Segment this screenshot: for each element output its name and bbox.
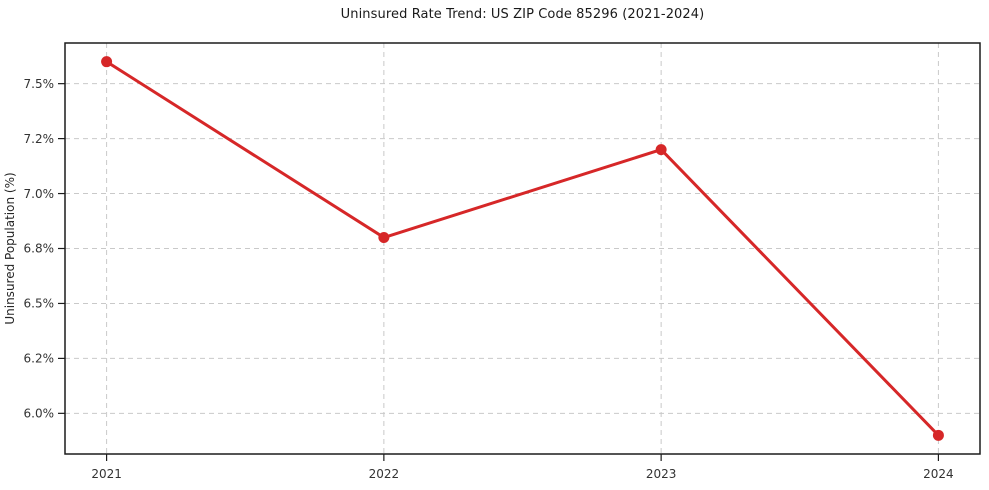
y-axis-label: Uninsured Population (%) xyxy=(3,172,17,324)
data-line xyxy=(105,60,940,437)
y-tick-label: 6.5% xyxy=(24,297,55,311)
data-point xyxy=(378,232,390,244)
x-tick-label: 2021 xyxy=(91,467,122,481)
y-tick-label: 7.5% xyxy=(24,77,55,91)
x-tick-label: 2024 xyxy=(923,467,954,481)
y-tick-label: 6.2% xyxy=(24,352,55,366)
data-point xyxy=(101,56,113,68)
y-tick-label: 7.0% xyxy=(24,187,55,201)
x-tick-label: 2023 xyxy=(646,467,677,481)
data-point xyxy=(932,429,944,441)
y-tick-label: 7.2% xyxy=(24,132,55,146)
data-point xyxy=(655,144,667,156)
plot-area: 6.0% 6.2% 6.5% 6.8% 7.0% 7.2% 7.5% 2021 2022 2023… xyxy=(24,42,981,481)
plot-frame xyxy=(64,42,981,455)
x-tick-label: 2022 xyxy=(369,467,400,481)
y-tick-label: 6.8% xyxy=(24,242,55,256)
chart-title: Uninsured Rate Trend: US ZIP Code 85296 … xyxy=(340,7,705,22)
y-tick-label: 6.0% xyxy=(24,407,55,421)
